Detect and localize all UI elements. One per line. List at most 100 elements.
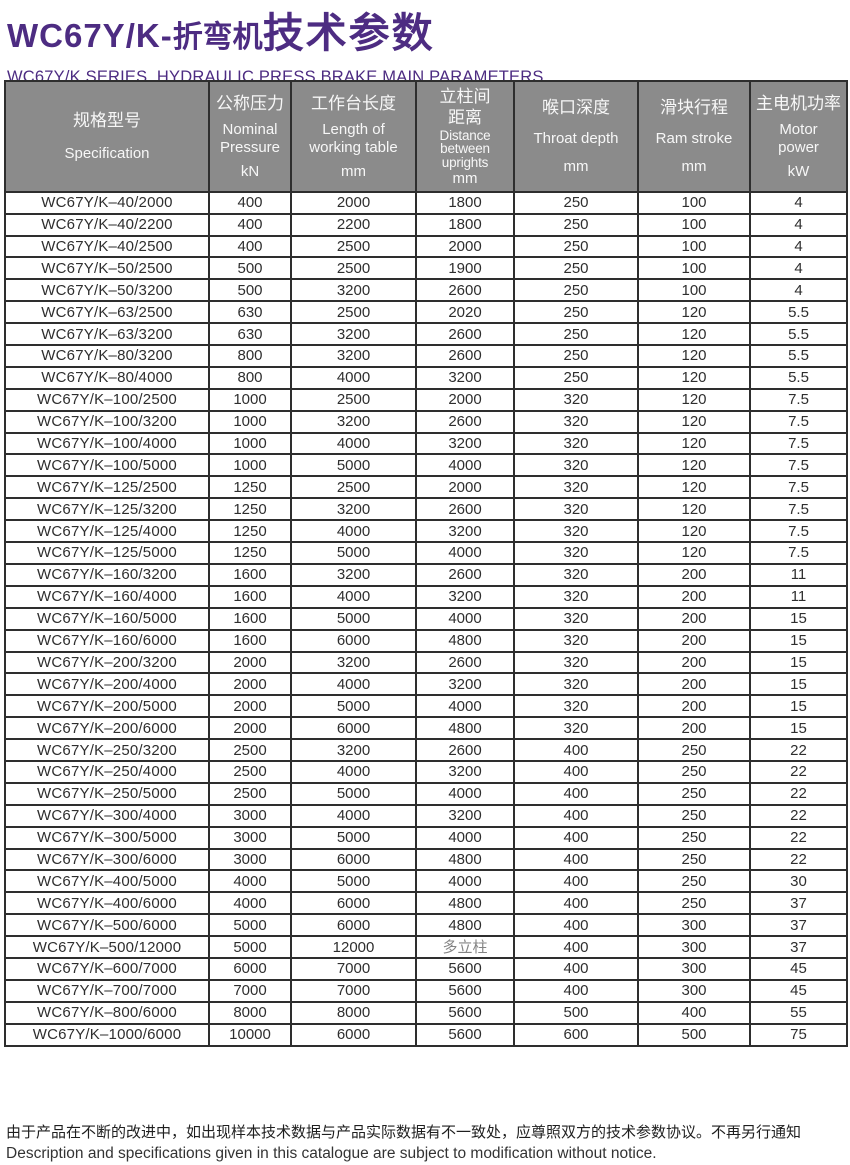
nominal-pressure-cell: 400 [208,190,292,215]
upright-distance-cell: 3200 [415,759,515,784]
motor-power-cell: 7.5 [749,453,848,478]
ram-stroke-cell: 200 [637,694,751,719]
title-block: WC67Y/K-折弯机技术参数 WC67Y/K SERIES HYDRAULIC… [7,10,843,87]
table-row: WC67Y/K–125/3200 1250 3200 2600 320 120 … [4,497,848,522]
motor-power-cell: 7.5 [749,475,848,500]
table-row: WC67Y/K–500/6000 5000 6000 4800 400 300 … [4,913,848,938]
motor-power-cell: 45 [749,956,848,981]
table-row: WC67Y/K–40/2200 400 2200 1800 250 100 4 [4,212,848,237]
ram-stroke-cell: 120 [637,365,751,390]
table-length-cell: 3200 [290,738,417,762]
col-header-cn: 规格型号 [73,111,141,131]
table-body: WC67Y/K–40/2000 400 2000 1800 250 100 4 … [4,190,848,1047]
table-length-cell: 5000 [290,541,417,565]
nominal-pressure-cell: 6000 [208,956,292,981]
motor-power-cell: 30 [749,869,848,894]
table-row: WC67Y/K–160/5000 1600 5000 4000 320 200 … [4,606,848,631]
nominal-pressure-cell: 7000 [208,978,292,1003]
col-header-en: Specification [64,145,150,163]
table-length-cell: 7000 [290,978,417,1003]
nominal-pressure-cell: 630 [208,322,292,347]
table-row: WC67Y/K–800/6000 8000 8000 5600 500 400 … [4,1000,848,1025]
spec-cell: WC67Y/K–400/6000 [4,891,210,916]
nominal-pressure-cell: 2000 [208,650,292,675]
throat-depth-cell: 400 [513,847,639,872]
col-header-en: Distance between uprights [439,127,491,171]
ram-stroke-cell: 250 [637,781,751,806]
col-header-unit: mm [452,169,478,187]
motor-power-cell: 15 [749,650,848,675]
upright-distance-cell: 3200 [415,672,515,697]
table-length-cell: 4000 [290,365,417,390]
nominal-pressure-cell: 2000 [208,672,292,697]
table-row: WC67Y/K–50/3200 500 3200 2600 250 100 4 [4,278,848,303]
nominal-pressure-cell: 1600 [208,606,292,631]
col-header-unit: mm [341,162,366,180]
col-header-specification: 规格型号 Specification [4,80,210,193]
ram-stroke-cell: 250 [637,759,751,784]
motor-power-cell: 22 [749,738,848,762]
table-length-cell: 4000 [290,519,417,544]
upright-distance-cell: 2600 [415,322,515,347]
title-machine-name-cn: 折弯机 [172,21,263,54]
spec-cell: WC67Y/K–300/4000 [4,803,210,828]
col-header-unit: kW [787,162,810,180]
nominal-pressure-cell: 1000 [208,387,292,412]
throat-depth-cell: 320 [513,694,639,719]
nominal-pressure-cell: 2500 [208,759,292,784]
motor-power-cell: 5.5 [749,344,848,368]
throat-depth-cell: 320 [513,672,639,697]
throat-depth-cell: 400 [513,869,639,894]
spec-cell: WC67Y/K–100/5000 [4,453,210,478]
table-length-cell: 7000 [290,956,417,981]
spec-cell: WC67Y/K–200/5000 [4,694,210,719]
table-row: WC67Y/K–250/4000 2500 4000 3200 400 250 … [4,759,848,784]
table-length-cell: 2000 [290,190,417,215]
motor-power-cell: 7.5 [749,519,848,544]
upright-distance-cell: 5600 [415,1000,515,1025]
col-header-ram-stroke: 滑块行程 Ram stroke mm [637,80,751,193]
table-length-cell: 6000 [290,1022,417,1047]
motor-power-cell: 7.5 [749,387,848,412]
throat-depth-cell: 250 [513,278,639,303]
throat-depth-cell: 250 [513,300,639,325]
spec-cell: WC67Y/K–63/3200 [4,322,210,347]
table-length-cell: 5000 [290,694,417,719]
nominal-pressure-cell: 4000 [208,891,292,916]
ram-stroke-cell: 300 [637,978,751,1003]
ram-stroke-cell: 120 [637,497,751,522]
nominal-pressure-cell: 2000 [208,716,292,741]
table-row: WC67Y/K–400/6000 4000 6000 4800 400 250 … [4,891,848,916]
col-header-en: Ram stroke [655,129,733,147]
motor-power-cell: 37 [749,935,848,959]
spec-cell: WC67Y/K–1000/6000 [4,1022,210,1047]
throat-depth-cell: 400 [513,781,639,806]
upright-distance-cell: 1800 [415,190,515,215]
ram-stroke-cell: 200 [637,672,751,697]
spec-cell: WC67Y/K–40/2000 [4,190,210,215]
table-length-cell: 2500 [290,234,417,259]
table-length-cell: 6000 [290,847,417,872]
col-header-table-length: 工作台长度 Length of working table mm [290,80,417,193]
nominal-pressure-cell: 5000 [208,935,292,959]
upright-distance-cell: 多立柱 [415,935,515,959]
upright-distance-cell: 5600 [415,1022,515,1047]
spec-cell: WC67Y/K–200/3200 [4,650,210,675]
motor-power-cell: 7.5 [749,541,848,565]
ram-stroke-cell: 100 [637,234,751,259]
upright-distance-cell: 4000 [415,541,515,565]
motor-power-cell: 4 [749,234,848,259]
ram-stroke-cell: 300 [637,913,751,938]
motor-power-cell: 15 [749,628,848,653]
table-length-cell: 4000 [290,803,417,828]
spec-cell: WC67Y/K–700/7000 [4,978,210,1003]
nominal-pressure-cell: 3000 [208,803,292,828]
table-row: WC67Y/K–63/2500 630 2500 2020 250 120 5.… [4,300,848,325]
table-row: WC67Y/K–100/5000 1000 5000 4000 320 120 … [4,453,848,478]
nominal-pressure-cell: 8000 [208,1000,292,1025]
header-row: 规格型号 Specification 公称压力 Nominal Pressure… [4,80,848,193]
throat-depth-cell: 320 [513,716,639,741]
spec-cell: WC67Y/K–800/6000 [4,1000,210,1025]
throat-depth-cell: 400 [513,803,639,828]
